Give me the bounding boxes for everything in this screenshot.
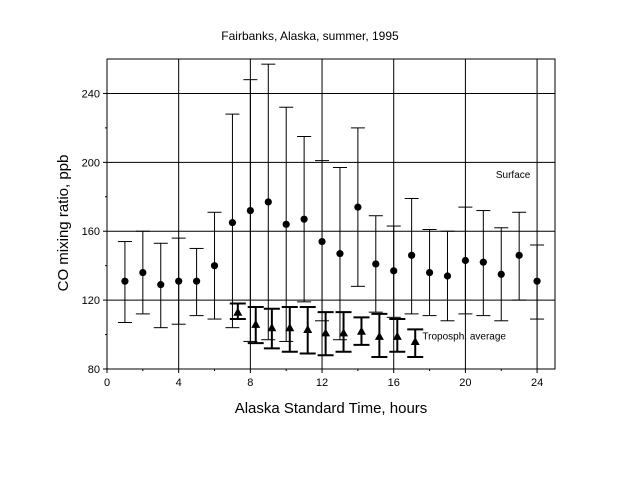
x-tick-label: 4: [176, 377, 182, 389]
circle-point: [210, 262, 219, 270]
circle-point: [228, 219, 237, 227]
circle-point: [390, 267, 398, 275]
circle-point: [139, 268, 147, 277]
x-axis-title: Alaska Standard Time, hours: [235, 400, 428, 417]
circle-point: [175, 277, 183, 285]
circle-point: [408, 251, 416, 259]
triangle-point: [392, 331, 402, 340]
x-tick-label: 20: [459, 377, 471, 389]
circle-point: [533, 277, 541, 285]
y-tick-label: 160: [82, 226, 100, 238]
y-tick-label: 240: [82, 88, 100, 100]
x-tick-label: 12: [316, 377, 328, 389]
circle-point: [157, 281, 165, 289]
circle-point: [246, 206, 254, 215]
triangle-point: [410, 336, 420, 346]
annotation-label: Troposph. average: [422, 332, 506, 343]
circle-point: [497, 270, 505, 278]
y-axis-title: CO mixing ratio, ppb: [55, 155, 72, 292]
circle-point: [461, 256, 469, 265]
triangle-point: [321, 328, 331, 337]
circle-point: [354, 203, 362, 211]
x-tick-label: 0: [104, 377, 110, 389]
circle-point: [318, 237, 326, 246]
triangle-point: [374, 331, 384, 340]
triangle-point: [303, 324, 313, 333]
circle-point: [336, 250, 344, 258]
x-tick-label: 24: [531, 377, 543, 389]
series-troposph-average: [229, 302, 424, 358]
chart-title: Fairbanks, Alaska, summer, 1995: [221, 29, 399, 43]
circle-point: [121, 277, 129, 285]
x-tick-label: 8: [247, 377, 253, 389]
triangle-point: [285, 323, 295, 332]
triangle-point: [251, 319, 261, 328]
y-tick-label: 120: [82, 295, 100, 307]
triangle-point: [267, 323, 277, 332]
circle-point: [282, 220, 290, 228]
triangle-point: [356, 326, 366, 335]
circle-point: [300, 215, 308, 223]
circle-point: [443, 272, 452, 280]
x-tick-label: 16: [388, 377, 400, 389]
circle-point: [372, 260, 380, 268]
plot-frame: [106, 58, 556, 370]
annotations: Surface Troposph. average: [422, 170, 530, 343]
circle-point: [479, 258, 487, 266]
circle-point: [193, 277, 201, 285]
triangle-point: [339, 328, 349, 337]
y-tick-label: 200: [82, 157, 100, 169]
data-series: [117, 63, 545, 358]
circle-point: [425, 268, 434, 277]
axis-ticks: 0 4 8 12 16 20 24 80 120 160 200 240: [82, 88, 544, 389]
circle-point: [515, 251, 523, 259]
annotation-label: Surface: [496, 170, 531, 181]
series-surface: [117, 63, 545, 342]
circle-point: [264, 198, 272, 206]
y-tick-label: 80: [88, 364, 100, 376]
triangle-point: [233, 307, 243, 316]
